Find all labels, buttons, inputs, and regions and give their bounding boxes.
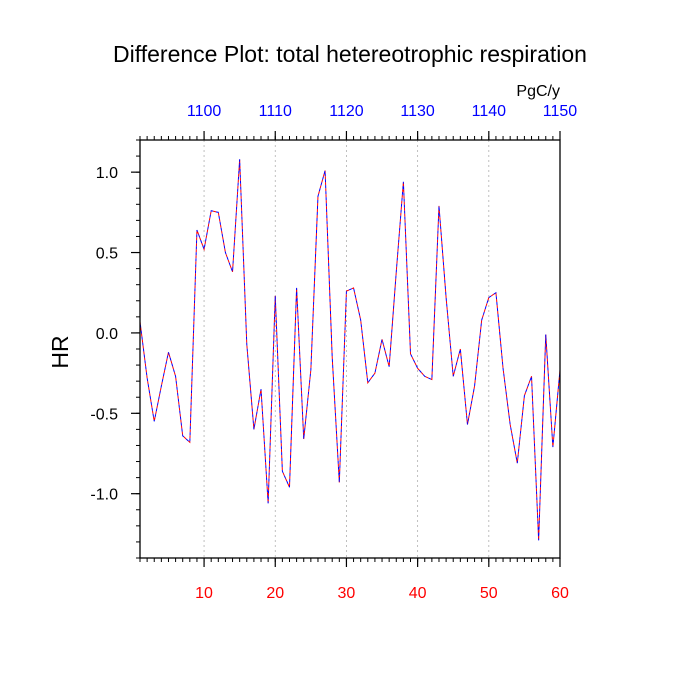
y-tick-label: 1.0 xyxy=(96,165,118,182)
y-tick-label: -0.5 xyxy=(90,406,118,423)
x-tick-label-bottom: 20 xyxy=(266,585,284,602)
tick-labels: 10 20 30 40 50 60 1100 1110 1120 1130 1140 1150 -1.0… xyxy=(90,103,577,602)
y-tick-label: -1.0 xyxy=(90,487,118,504)
units-label: PgC/y xyxy=(516,83,560,100)
x-tick-label-bottom: 10 xyxy=(195,585,213,602)
x-tick-label-bottom: 40 xyxy=(409,585,427,602)
y-tick-label: 0.0 xyxy=(96,326,118,343)
x-tick-label-top: 1150 xyxy=(543,103,578,120)
y-axis-label: HR xyxy=(47,335,73,368)
x-tick-label-bottom: 60 xyxy=(551,585,569,602)
x-tick-label-top: 1120 xyxy=(329,103,364,120)
x-tick-label-top: 1140 xyxy=(472,103,507,120)
series-line-blue xyxy=(139,159,561,541)
plot-frame xyxy=(139,139,561,559)
x-tick-label-bottom: 50 xyxy=(480,585,498,602)
y-tick-label: 0.5 xyxy=(96,246,118,263)
series-line-red xyxy=(139,159,561,541)
x-tick-label-top: 1100 xyxy=(187,103,222,120)
series-layer xyxy=(139,159,561,541)
chart-title: Difference Plot: total hetereotrophic re… xyxy=(113,41,587,67)
x-tick-label-bottom: 30 xyxy=(338,585,356,602)
x-tick-label-top: 1130 xyxy=(400,103,435,120)
x-tick-label-top: 1110 xyxy=(259,103,292,120)
axis-ticks xyxy=(131,131,561,567)
